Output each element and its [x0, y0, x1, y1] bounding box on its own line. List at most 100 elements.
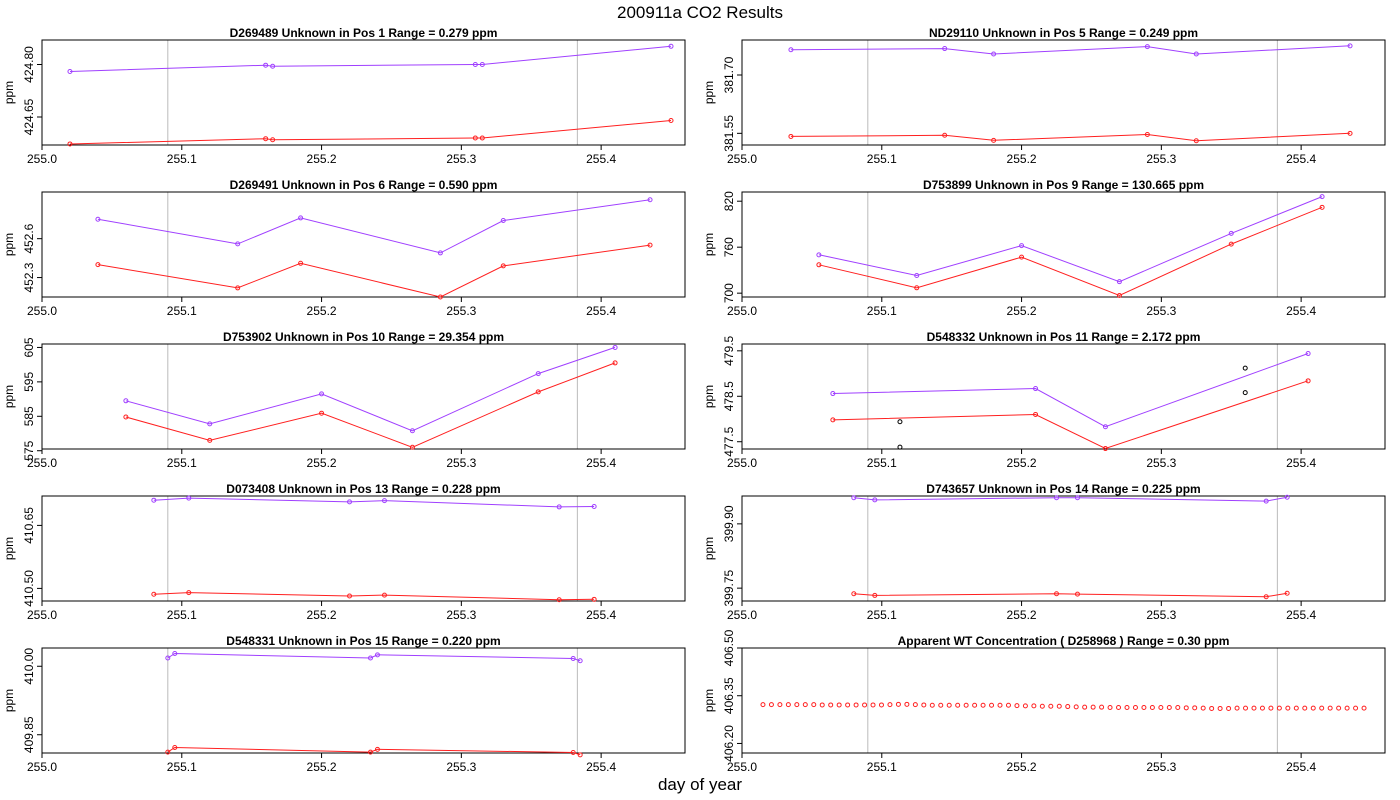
panel-title: Apparent WT Concentration ( D258968 ) Ra…	[898, 634, 1230, 648]
x-tick-label: 255.1	[867, 608, 897, 622]
data-point-upper	[1116, 279, 1122, 285]
scatter-point	[1293, 705, 1299, 711]
data-point-upper	[270, 63, 276, 69]
data-point-lower	[472, 135, 478, 141]
data-point-lower	[1319, 204, 1325, 210]
main-title: 200911a CO2 Results	[616, 3, 783, 22]
series-line-lower	[167, 746, 581, 756]
panel-title: ND29110 Unknown in Pos 5 Range = 0.249 p…	[929, 26, 1198, 40]
data-point-lower	[872, 592, 878, 598]
scatter-point	[802, 702, 808, 708]
x-tick-label: 255.3	[446, 760, 476, 774]
data-point-lower	[991, 137, 997, 143]
series-line-lower	[853, 592, 1288, 598]
data-point-lower	[830, 417, 836, 423]
scatter-point	[1192, 705, 1198, 711]
data-point-lower	[67, 141, 73, 147]
series-line-lower	[832, 380, 1309, 450]
scatter-point	[1319, 705, 1325, 711]
data-point-upper	[207, 421, 213, 427]
x-tick-label: 255.4	[1286, 456, 1316, 470]
x-tick-label: 255.2	[307, 152, 337, 166]
data-point-upper	[668, 43, 674, 49]
scatter-point	[946, 702, 952, 708]
scatter-point	[1048, 703, 1054, 709]
data-point-upper	[1319, 194, 1325, 200]
series-line-lower	[153, 592, 595, 601]
y-axis-label: ppm	[2, 689, 16, 712]
data-point-upper	[319, 391, 325, 397]
y-tick-label: 478.5	[722, 381, 736, 411]
panel-title: D269489 Unknown in Pos 1 Range = 0.279 p…	[230, 26, 498, 40]
data-point-upper	[1102, 424, 1108, 430]
scatter-point	[929, 702, 935, 708]
scatter-point	[836, 702, 842, 708]
panel-title: D548332 Unknown in Pos 11 Range = 2.172 …	[927, 330, 1201, 344]
y-tick-label: 381.70	[722, 56, 736, 93]
scatter-point	[1200, 705, 1206, 711]
data-point-upper	[612, 344, 618, 350]
data-point-upper	[95, 216, 101, 222]
panel-title: D753902 Unknown in Pos 10 Range = 29.354…	[223, 330, 504, 344]
extra-data-point	[1242, 390, 1248, 396]
series-line-lower	[69, 120, 672, 145]
x-tick-label: 255.2	[307, 608, 337, 622]
x-tick-label: 255.4	[586, 760, 616, 774]
scatter-point	[1116, 705, 1122, 710]
data-point-lower	[263, 136, 269, 142]
x-tick-label: 255.4	[586, 152, 616, 166]
x-tick-label: 255.0	[727, 608, 757, 622]
x-tick-label: 255.0	[727, 456, 757, 470]
plot-frame	[741, 647, 1386, 754]
data-point-lower	[1263, 594, 1269, 600]
x-tick-label: 255.0	[27, 608, 57, 622]
data-point-upper	[851, 495, 857, 501]
scatter-point	[1107, 705, 1113, 710]
scatter-point	[785, 702, 791, 708]
data-point-lower	[1054, 591, 1060, 597]
plot-frame	[41, 343, 686, 450]
scatter-point	[1234, 705, 1240, 711]
data-point-lower	[668, 118, 674, 123]
data-point-lower	[95, 262, 101, 268]
data-point-lower	[186, 590, 192, 596]
data-point-upper	[381, 498, 387, 504]
data-point-upper	[479, 62, 485, 67]
x-tick-label: 255.0	[27, 152, 57, 166]
plot-frame	[741, 39, 1386, 146]
scatter-point	[989, 702, 995, 708]
data-point-lower	[500, 263, 506, 269]
data-point-lower	[1116, 292, 1122, 298]
y-tick-label: 477.5	[722, 426, 736, 456]
data-point-upper	[263, 62, 269, 68]
x-tick-label: 255.2	[1007, 304, 1037, 318]
data-point-upper	[298, 215, 304, 221]
scatter-point	[1149, 705, 1155, 710]
data-point-upper	[1263, 498, 1269, 504]
data-point-lower	[1102, 446, 1108, 452]
x-tick-label: 255.2	[307, 760, 337, 774]
x-tick-label: 255.1	[167, 608, 197, 622]
plot-frame	[41, 647, 686, 754]
y-tick-label: 410.65	[22, 507, 36, 544]
scatter-point	[1243, 705, 1249, 711]
data-point-upper	[788, 47, 794, 53]
data-point-upper	[1228, 230, 1234, 236]
scatter-point	[938, 702, 944, 708]
data-point-upper	[123, 398, 129, 404]
data-point-lower	[319, 410, 325, 416]
scatter-point	[887, 702, 893, 708]
data-point-upper	[647, 197, 653, 203]
data-point-upper	[1019, 243, 1025, 249]
data-point-upper	[872, 497, 878, 503]
data-point-upper	[151, 497, 157, 503]
x-tick-label: 255.4	[1286, 608, 1316, 622]
data-point-upper	[409, 428, 415, 434]
x-tick-label: 255.4	[586, 304, 616, 318]
y-axis-label: ppm	[2, 385, 16, 408]
scatter-point	[1073, 704, 1079, 710]
data-point-upper	[570, 656, 576, 661]
data-point-lower	[1144, 132, 1150, 137]
scatter-point	[870, 702, 876, 708]
panel-title: D269491 Unknown in Pos 6 Range = 0.590 p…	[230, 178, 498, 192]
